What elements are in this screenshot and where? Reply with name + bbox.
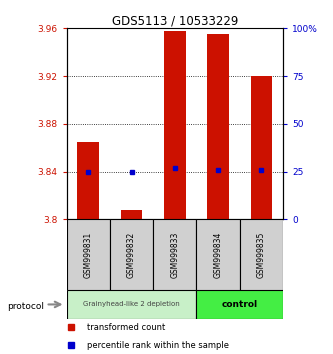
Text: control: control bbox=[222, 300, 258, 309]
Text: GSM999832: GSM999832 bbox=[127, 232, 136, 278]
Bar bbox=[110, 219, 153, 290]
Text: percentile rank within the sample: percentile rank within the sample bbox=[87, 341, 228, 350]
Bar bbox=[196, 290, 283, 319]
Bar bbox=[153, 219, 196, 290]
Bar bbox=[240, 219, 283, 290]
Bar bbox=[121, 210, 143, 219]
Text: GSM999831: GSM999831 bbox=[84, 232, 93, 278]
Bar bbox=[67, 219, 110, 290]
Bar bbox=[196, 219, 240, 290]
Bar bbox=[78, 142, 99, 219]
Text: GSM999834: GSM999834 bbox=[213, 232, 223, 278]
Bar bbox=[250, 76, 272, 219]
Text: protocol: protocol bbox=[7, 302, 44, 311]
Bar bbox=[207, 34, 229, 219]
Text: Grainyhead-like 2 depletion: Grainyhead-like 2 depletion bbox=[83, 302, 180, 307]
Title: GDS5113 / 10533229: GDS5113 / 10533229 bbox=[112, 14, 238, 27]
Text: transformed count: transformed count bbox=[87, 323, 165, 332]
Text: GSM999835: GSM999835 bbox=[257, 232, 266, 278]
Text: GSM999833: GSM999833 bbox=[170, 232, 179, 278]
Bar bbox=[164, 31, 185, 219]
Bar bbox=[67, 290, 196, 319]
